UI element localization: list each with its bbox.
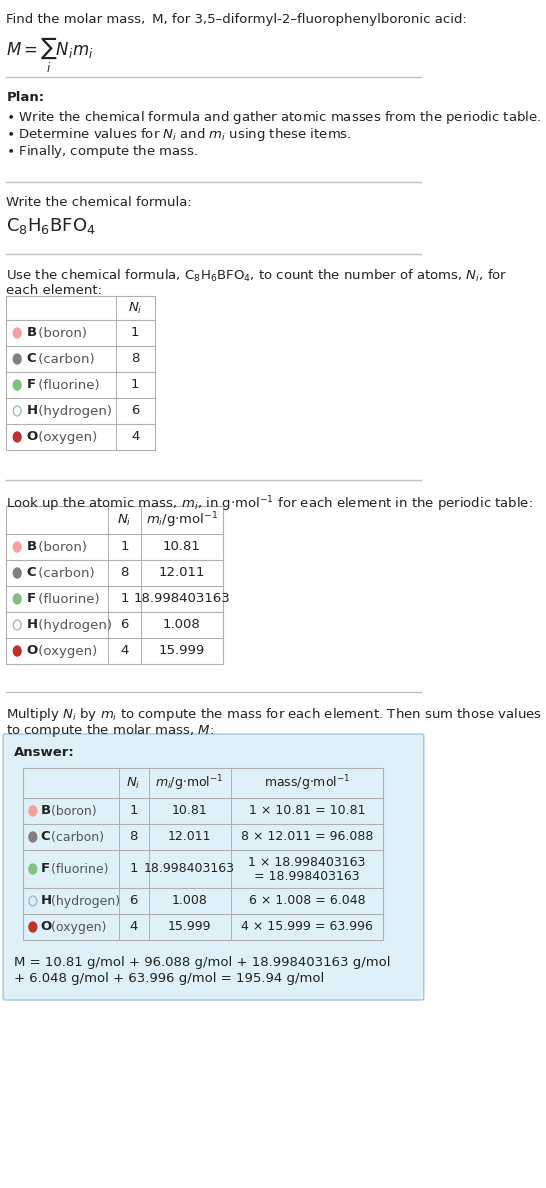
Text: (fluorine): (fluorine) — [47, 862, 109, 876]
Text: 1.008: 1.008 — [163, 619, 201, 632]
Text: (oxygen): (oxygen) — [34, 645, 97, 657]
Text: (boron): (boron) — [34, 327, 87, 340]
Text: $\mathbf{C}$: $\mathbf{C}$ — [26, 353, 37, 366]
Text: M = 10.81 g/mol + 96.088 g/mol + 18.998403163 g/mol: M = 10.81 g/mol + 96.088 g/mol + 18.9984… — [14, 956, 390, 969]
FancyBboxPatch shape — [3, 734, 424, 1000]
Circle shape — [13, 432, 21, 442]
Text: (boron): (boron) — [34, 541, 87, 554]
Text: $N_i$: $N_i$ — [117, 512, 132, 527]
Text: $\mathbf{B}$: $\mathbf{B}$ — [26, 327, 37, 340]
Text: 1 × 10.81 = 10.81: 1 × 10.81 = 10.81 — [248, 804, 365, 817]
Text: Use the chemical formula, $\mathrm{C_8H_6BFO_4}$, to count the number of atoms, : Use the chemical formula, $\mathrm{C_8H_… — [6, 268, 508, 284]
Text: 10.81: 10.81 — [172, 804, 207, 817]
Text: $\mathbf{C}$: $\mathbf{C}$ — [40, 830, 51, 843]
Text: (boron): (boron) — [47, 804, 97, 817]
Text: $\mathbf{F}$: $\mathbf{F}$ — [26, 593, 36, 606]
Text: Find the molar mass,  M, for 3,5–diformyl-2–fluorophenylboronic acid:: Find the molar mass, M, for 3,5–diformyl… — [6, 13, 467, 26]
Text: $N_i$: $N_i$ — [128, 301, 143, 316]
Text: 15.999: 15.999 — [159, 645, 205, 657]
Text: mass/g$\cdot$mol$^{-1}$: mass/g$\cdot$mol$^{-1}$ — [264, 773, 350, 792]
Text: (carbon): (carbon) — [34, 353, 94, 366]
Text: 6: 6 — [131, 404, 139, 417]
Circle shape — [13, 328, 21, 339]
Text: 10.81: 10.81 — [163, 541, 201, 554]
Text: $M = \sum_i N_i m_i$: $M = \sum_i N_i m_i$ — [6, 34, 94, 75]
Text: = 18.998403163: = 18.998403163 — [254, 870, 360, 883]
Text: (oxygen): (oxygen) — [47, 921, 106, 934]
Bar — [6, 296, 155, 450]
Text: 6 × 1.008 = 6.048: 6 × 1.008 = 6.048 — [248, 895, 365, 908]
Text: $\mathbf{H}$: $\mathbf{H}$ — [26, 404, 38, 417]
Circle shape — [29, 864, 37, 874]
Text: 8: 8 — [120, 567, 128, 580]
Circle shape — [13, 646, 21, 656]
Circle shape — [13, 380, 21, 390]
Text: 1: 1 — [129, 804, 138, 817]
Text: 12.011: 12.011 — [168, 830, 211, 843]
Text: (fluorine): (fluorine) — [34, 593, 99, 606]
Circle shape — [29, 805, 37, 816]
Circle shape — [29, 922, 37, 933]
Text: 6: 6 — [129, 895, 138, 908]
Text: 1: 1 — [129, 862, 138, 876]
Text: (oxygen): (oxygen) — [34, 430, 97, 443]
Text: $\bullet$ Determine values for $N_i$ and $m_i$ using these items.: $\bullet$ Determine values for $N_i$ and… — [6, 126, 352, 143]
Text: 18.998403163: 18.998403163 — [133, 593, 230, 606]
Circle shape — [13, 542, 21, 552]
Text: $\bullet$ Finally, compute the mass.: $\bullet$ Finally, compute the mass. — [6, 143, 198, 160]
Text: 4: 4 — [129, 921, 138, 934]
Text: $N_i$: $N_i$ — [127, 776, 141, 790]
Text: 15.999: 15.999 — [168, 921, 211, 934]
Text: Multiply $N_i$ by $m_i$ to compute the mass for each element. Then sum those val: Multiply $N_i$ by $m_i$ to compute the m… — [6, 706, 542, 723]
Text: (hydrogen): (hydrogen) — [34, 404, 111, 417]
Text: + 6.048 g/mol + 63.996 g/mol = 195.94 g/mol: + 6.048 g/mol + 63.996 g/mol = 195.94 g/… — [14, 972, 324, 985]
Text: $\mathbf{B}$: $\mathbf{B}$ — [26, 541, 37, 554]
Text: Plan:: Plan: — [6, 91, 44, 105]
Text: (carbon): (carbon) — [47, 830, 104, 843]
Text: 1: 1 — [131, 327, 140, 340]
Text: $\mathbf{O}$: $\mathbf{O}$ — [26, 645, 38, 657]
Text: (hydrogen): (hydrogen) — [47, 895, 120, 908]
Text: $\mathbf{H}$: $\mathbf{H}$ — [40, 895, 52, 908]
Text: (hydrogen): (hydrogen) — [34, 619, 111, 632]
Circle shape — [13, 354, 21, 364]
Text: to compute the molar mass, $M$:: to compute the molar mass, $M$: — [6, 722, 215, 739]
Circle shape — [29, 832, 37, 842]
Text: Answer:: Answer: — [14, 746, 75, 759]
Text: 4 × 15.999 = 63.996: 4 × 15.999 = 63.996 — [241, 921, 373, 934]
Text: 4: 4 — [131, 430, 139, 443]
Text: Write the chemical formula:: Write the chemical formula: — [6, 196, 192, 209]
Text: 8: 8 — [131, 353, 139, 366]
Text: Look up the atomic mass, $m_i$, in g$\cdot$mol$^{-1}$ for each element in the pe: Look up the atomic mass, $m_i$, in g$\cd… — [6, 494, 533, 513]
Text: $\mathbf{O}$: $\mathbf{O}$ — [26, 430, 38, 443]
Text: $\mathbf{C}$: $\mathbf{C}$ — [26, 567, 37, 580]
Circle shape — [13, 568, 21, 579]
Text: 1: 1 — [120, 593, 128, 606]
Text: $\mathbf{B}$: $\mathbf{B}$ — [40, 804, 51, 817]
Circle shape — [13, 594, 21, 604]
Text: $\mathrm{C_8H_6BFO_4}$: $\mathrm{C_8H_6BFO_4}$ — [6, 216, 96, 236]
Text: $\mathbf{F}$: $\mathbf{F}$ — [26, 379, 36, 392]
Text: 1: 1 — [131, 379, 140, 392]
Text: $\mathbf{F}$: $\mathbf{F}$ — [40, 862, 50, 876]
Text: 1 × 18.998403163: 1 × 18.998403163 — [248, 855, 366, 868]
Text: $m_i$/g$\cdot$mol$^{-1}$: $m_i$/g$\cdot$mol$^{-1}$ — [156, 773, 224, 792]
Text: 8 × 12.011 = 96.088: 8 × 12.011 = 96.088 — [241, 830, 373, 843]
Text: (carbon): (carbon) — [34, 567, 94, 580]
Text: 1: 1 — [120, 541, 128, 554]
Text: $\mathbf{O}$: $\mathbf{O}$ — [40, 921, 52, 934]
Text: (fluorine): (fluorine) — [34, 379, 99, 392]
Bar — [23, 767, 383, 940]
Text: 1.008: 1.008 — [171, 895, 207, 908]
Text: each element:: each element: — [6, 284, 102, 297]
Text: $m_i$/g$\cdot$mol$^{-1}$: $m_i$/g$\cdot$mol$^{-1}$ — [146, 510, 218, 530]
Text: 6: 6 — [120, 619, 128, 632]
Text: 18.998403163: 18.998403163 — [144, 862, 235, 876]
Text: 4: 4 — [120, 645, 128, 657]
Text: $\bullet$ Write the chemical formula and gather atomic masses from the periodic : $\bullet$ Write the chemical formula and… — [6, 109, 542, 126]
Text: $\mathbf{H}$: $\mathbf{H}$ — [26, 619, 38, 632]
Bar — [6, 506, 223, 664]
Text: 8: 8 — [129, 830, 138, 843]
Text: 12.011: 12.011 — [158, 567, 205, 580]
